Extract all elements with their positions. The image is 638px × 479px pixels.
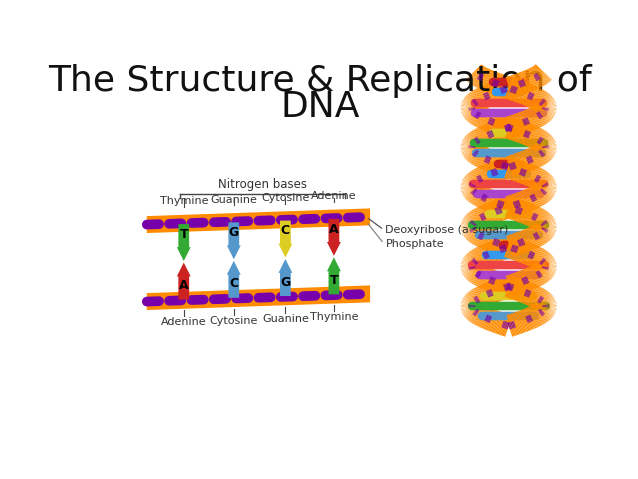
Text: A: A — [329, 223, 339, 236]
Text: Adenine: Adenine — [311, 191, 357, 201]
Text: Adenine: Adenine — [161, 317, 207, 327]
Text: A: A — [179, 279, 189, 292]
Text: Cytosine: Cytosine — [261, 193, 309, 203]
Polygon shape — [147, 208, 370, 233]
FancyArrow shape — [327, 219, 341, 256]
FancyArrow shape — [177, 224, 191, 261]
Text: T: T — [179, 228, 188, 241]
FancyArrow shape — [227, 261, 241, 298]
Text: The Structure & Replication of: The Structure & Replication of — [48, 64, 592, 98]
Text: C: C — [229, 277, 239, 290]
Text: Phosphate: Phosphate — [385, 239, 444, 249]
Text: Deoxyribose (a sugar): Deoxyribose (a sugar) — [385, 225, 508, 235]
Text: Thymine: Thymine — [309, 312, 358, 322]
Text: G: G — [280, 275, 290, 288]
FancyArrow shape — [227, 222, 241, 259]
FancyArrow shape — [278, 259, 292, 296]
FancyArrow shape — [278, 220, 292, 258]
Text: Cytosine: Cytosine — [210, 316, 258, 326]
Text: Nitrogen bases: Nitrogen bases — [218, 178, 307, 191]
Text: Guanine: Guanine — [262, 314, 309, 324]
FancyArrow shape — [177, 262, 191, 299]
Text: T: T — [330, 274, 338, 287]
Text: Guanine: Guanine — [211, 194, 257, 205]
Polygon shape — [147, 285, 370, 310]
FancyArrow shape — [327, 257, 341, 295]
Text: DNA: DNA — [280, 90, 360, 124]
Text: C: C — [281, 224, 290, 238]
Text: G: G — [228, 226, 239, 239]
Text: Thymine: Thymine — [160, 196, 208, 206]
